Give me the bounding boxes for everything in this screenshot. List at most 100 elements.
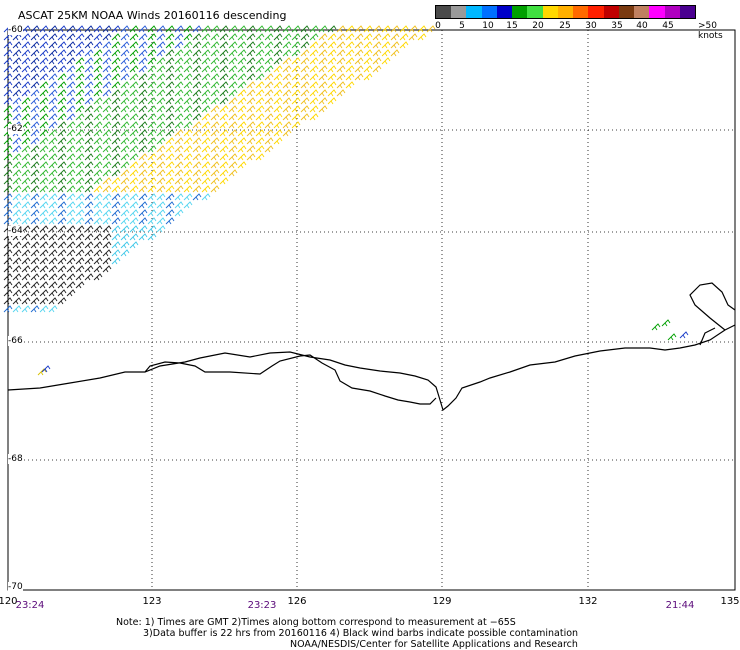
wind-barb [165,217,175,225]
wind-barb [345,73,355,81]
wind-barb [309,105,319,113]
wind-barb [345,65,355,73]
wind-barb [300,89,310,97]
wind-barb [129,185,139,193]
wind-barb [93,137,103,145]
wind-barb [291,89,301,97]
wind-barb [3,209,13,217]
wind-barb [282,73,292,81]
wind-barb [165,153,175,161]
wind-barb [39,233,49,241]
wind-barb [48,305,58,313]
wind-barb [219,97,229,105]
wind-barb [120,97,130,105]
wind-barb [165,193,175,201]
wind-barb [237,105,247,113]
wind-barb [3,161,13,169]
wind-barb [12,177,22,185]
wind-barb [93,209,103,217]
wind-barb [219,41,229,49]
wind-barb [246,97,256,105]
wind-barb [21,297,31,305]
wind-barb [309,25,319,33]
wind-barb [228,153,238,161]
wind-barb [228,121,238,129]
wind-barb [39,97,49,105]
wind-barb [3,281,13,289]
wind-barb [219,129,229,137]
wind-barb [3,249,13,257]
wind-barb [21,121,31,129]
wind-barb [57,233,67,241]
wind-barb [228,129,238,137]
wind-barb [201,185,211,193]
wind-barb [57,241,67,249]
wind-barb [192,137,202,145]
wind-barb [147,25,157,33]
wind-barb [57,137,67,145]
wind-barb [147,49,157,57]
wind-barb [273,81,283,89]
wind-barb [66,145,76,153]
wind-barb [48,81,58,89]
wind-barb [372,25,382,33]
wind-barb [183,73,193,81]
wind-barb [102,97,112,105]
wind-barb [147,217,157,225]
wind-barb [102,57,112,65]
wind-barb [318,105,328,113]
wind-barb [57,249,67,257]
wind-barb [39,137,49,145]
wind-barb [12,193,22,201]
wind-barb [57,121,67,129]
wind-barb [138,145,148,153]
wind-barb [147,153,157,161]
wind-barb [39,281,49,289]
wind-barb [57,65,67,73]
wind-barb [147,161,157,169]
wind-barb [66,113,76,121]
wind-barb [147,81,157,89]
wind-barb [237,81,247,89]
wind-barb [57,201,67,209]
wind-barb [48,113,58,121]
wind-barb [318,97,328,105]
wind-barb [390,33,400,41]
wind-barb [48,137,58,145]
wind-barb [129,113,139,121]
wind-barb [336,57,346,65]
wind-barb [210,177,220,185]
wind-barb [129,201,139,209]
wind-barb [255,137,265,145]
wind-barb [93,65,103,73]
wind-barb [84,137,94,145]
wind-barb [48,257,58,265]
wind-barb [156,65,166,73]
wind-barb [318,41,328,49]
wind-barb [192,41,202,49]
wind-barb [273,105,283,113]
wind-barb [174,209,184,217]
wind-barb [255,105,265,113]
wind-barb [93,89,103,97]
wind-barb [237,65,247,73]
colorbar-labels: 0 5 10 15 20 25 30 35 40 45 >50 knots [0,21,740,41]
wind-barb [273,33,283,41]
wind-barb [111,257,121,265]
wind-barb [12,153,22,161]
wind-barb [237,121,247,129]
wind-barb [66,33,76,41]
wind-barb [300,105,310,113]
wind-barb [237,33,247,41]
wind-barb [102,41,112,49]
note-line-3: NOAA/NESDIS/Center for Satellite Applica… [290,639,578,650]
wind-barb [201,113,211,121]
wind-barb [12,281,22,289]
wind-barb [75,233,85,241]
wind-barb [192,177,202,185]
wind-barb [183,65,193,73]
wind-barb [3,265,13,273]
wind-barb [120,193,130,201]
wind-barb [237,25,247,33]
wind-barb [75,97,85,105]
